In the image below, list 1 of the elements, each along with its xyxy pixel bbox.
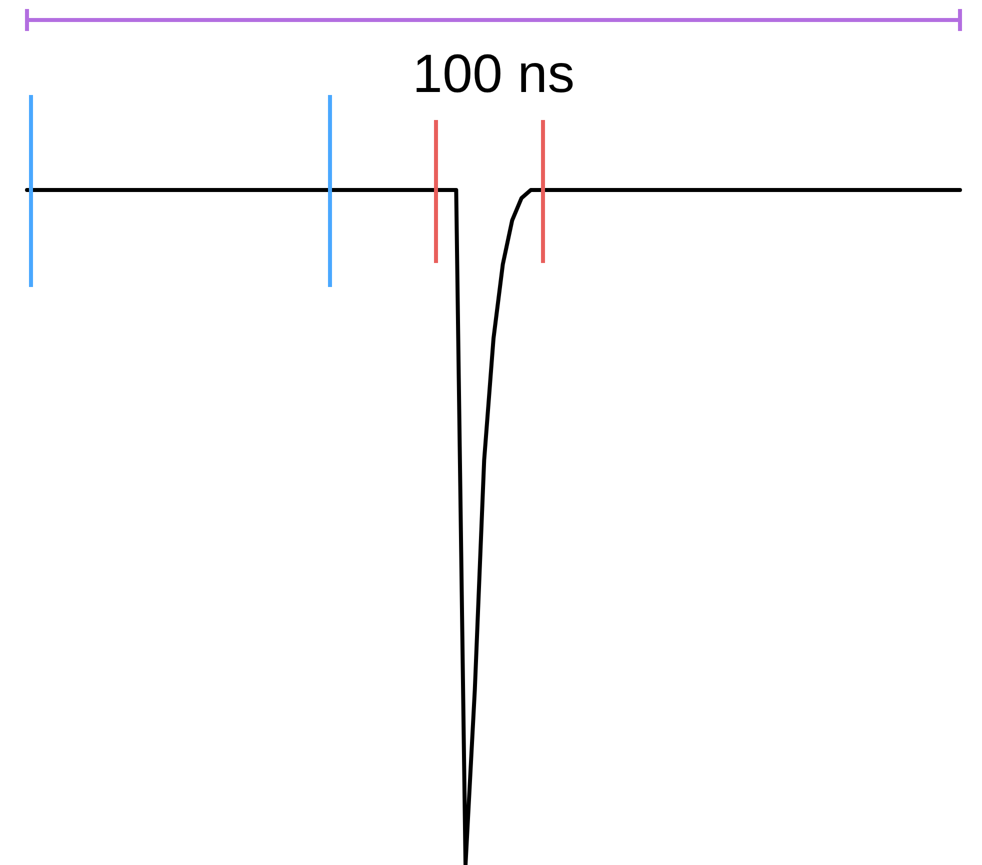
text: 100 ns — [412, 44, 575, 104]
